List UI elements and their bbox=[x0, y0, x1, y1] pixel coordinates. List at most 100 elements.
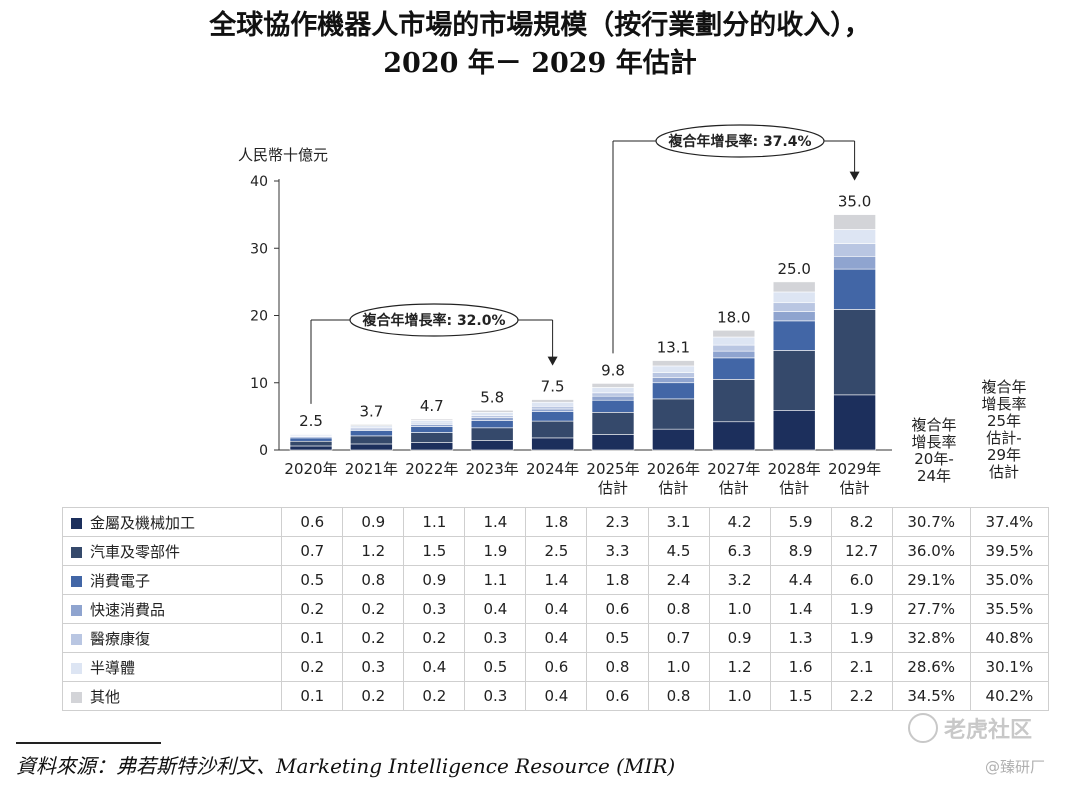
bar-segment bbox=[591, 434, 635, 451]
watermark-logo: 老虎社区 bbox=[908, 712, 1032, 744]
table-cell-value: 3.1 bbox=[647, 507, 710, 537]
cagr-column-header: 估計- bbox=[986, 429, 1021, 447]
x-tick-label: 2027年 bbox=[707, 460, 760, 478]
cagr-arrow-head bbox=[547, 356, 558, 366]
table-cell-value: 1.0 bbox=[708, 594, 771, 624]
bar-segment bbox=[470, 417, 514, 421]
table-cell-value: 2.5 bbox=[525, 536, 588, 566]
table-cell-value: 0.6 bbox=[281, 507, 344, 537]
bar-segment bbox=[410, 426, 454, 433]
chart-title: 全球協作機器人市場的市場規模（按行業劃分的收入）， bbox=[209, 10, 871, 41]
table-cell-value: 0.2 bbox=[403, 681, 466, 711]
table-row: 金屬及機械加工 0.6 0.9 1.1 1.4 1.8 2.3 3.1 4.2 5.9 8.2 30.… bbox=[61, 507, 1050, 537]
table-cell-value: 0.5 bbox=[464, 652, 527, 682]
bar-segment bbox=[531, 399, 574, 403]
legend-swatch bbox=[71, 691, 82, 703]
bar-segment bbox=[652, 365, 695, 373]
bar-segment bbox=[591, 383, 635, 388]
table-row: 消費電子 0.5 0.8 0.9 1.1 1.4 1.8 2.4 3.2 4.4 6.0 29.1% 3… bbox=[61, 565, 1050, 595]
table-cell-value: 1.1 bbox=[403, 507, 466, 537]
series-label: 汽車及零部件 bbox=[61, 536, 283, 566]
table-cell-value: 0.4 bbox=[403, 652, 466, 682]
table-row: 其他 0.1 0.2 0.2 0.3 0.4 0.6 0.8 1.0 1.5 2.2 34.5% 40.… bbox=[61, 681, 1050, 711]
table-cell-value: 1.4 bbox=[464, 507, 527, 537]
bar-segment bbox=[350, 443, 393, 451]
bar-total-label: 9.8 bbox=[601, 361, 625, 379]
table-cell-value: 0.3 bbox=[403, 594, 466, 624]
table-cell-cagr: 36.0% bbox=[891, 536, 971, 566]
x-tick-label: 估計 bbox=[598, 479, 628, 497]
y-tick-label: 30 bbox=[250, 241, 268, 257]
bar-segment bbox=[470, 427, 514, 441]
table-cell-cagr: 40.8% bbox=[969, 623, 1050, 653]
bar-segment bbox=[712, 421, 756, 451]
table-cell-value: 5.9 bbox=[769, 507, 832, 537]
y-tick-label: 20 bbox=[250, 309, 268, 325]
cagr-column-header: 複合年 bbox=[981, 378, 1026, 396]
table-cell-value: 2.2 bbox=[830, 681, 893, 711]
table-cell-value: 1.0 bbox=[647, 652, 710, 682]
bar-segment bbox=[772, 410, 816, 451]
table-cell-cagr: 30.7% bbox=[891, 507, 971, 537]
table-row: 半導體 0.2 0.3 0.4 0.5 0.6 0.8 1.0 1.2 1.6 2.1 28.6% 30… bbox=[61, 652, 1050, 682]
x-tick-label: 2025年 bbox=[586, 460, 639, 478]
bar-segment bbox=[350, 435, 393, 445]
bar-segment bbox=[531, 401, 574, 407]
table-cell-cagr: 30.1% bbox=[969, 652, 1050, 682]
table-cell-value: 0.4 bbox=[464, 594, 527, 624]
series-label: 醫療康復 bbox=[61, 623, 283, 653]
cagr-column-header: 29年 bbox=[987, 446, 1021, 464]
bar-total-label: 3.7 bbox=[359, 402, 383, 420]
x-tick-label: 2023年 bbox=[466, 460, 519, 478]
y-tick-label: 40 bbox=[250, 174, 268, 190]
series-name: 金屬及機械加工 bbox=[90, 513, 196, 532]
series-label: 快速消費品 bbox=[61, 594, 283, 624]
data-table: 金屬及機械加工 0.6 0.9 1.1 1.4 1.8 2.3 3.1 4.2 5.9 8.2 30.… bbox=[61, 507, 1050, 711]
series-name: 汽車及零部件 bbox=[90, 542, 181, 561]
table-cell-value: 1.2 bbox=[342, 536, 405, 566]
bar-segment bbox=[531, 420, 574, 439]
cagr-annotation-label: 複合年增長率: 32.0% bbox=[361, 312, 505, 329]
bar-segment bbox=[712, 344, 756, 352]
table-cell-value: 0.4 bbox=[525, 623, 588, 653]
bar-total-label: 7.5 bbox=[541, 378, 565, 396]
table-cell-cagr: 40.2% bbox=[969, 681, 1050, 711]
bar-segment bbox=[833, 256, 876, 270]
bar-segment bbox=[652, 372, 695, 378]
bar-segment bbox=[833, 214, 876, 230]
table-cell-cagr: 35.0% bbox=[969, 565, 1050, 595]
table-cell-cagr: 28.6% bbox=[891, 652, 971, 682]
bar-segment bbox=[410, 418, 454, 421]
bar-segment bbox=[772, 350, 816, 411]
bar-segment bbox=[591, 412, 635, 435]
bar-segment bbox=[652, 398, 695, 430]
table-cell-value: 6.0 bbox=[830, 565, 893, 595]
cagr-column-header: 20年- bbox=[914, 450, 954, 468]
table-cell-value: 0.1 bbox=[281, 681, 344, 711]
table-cell-value: 0.2 bbox=[342, 623, 405, 653]
table-cell-value: 1.4 bbox=[525, 565, 588, 595]
table-cell-value: 3.3 bbox=[586, 536, 649, 566]
table-cell-value: 0.8 bbox=[647, 594, 710, 624]
table-cell-value: 0.2 bbox=[281, 594, 344, 624]
table-cell-value: 4.4 bbox=[769, 565, 832, 595]
series-name: 其他 bbox=[90, 687, 121, 706]
table-row: 快速消費品 0.2 0.2 0.3 0.4 0.4 0.6 0.8 1.0 1.4 1.9 27.7%… bbox=[61, 594, 1050, 624]
series-name: 消費電子 bbox=[90, 571, 151, 590]
bar-total-label: 25.0 bbox=[777, 260, 810, 278]
x-tick-label: 2024年 bbox=[526, 460, 579, 478]
bar-segment bbox=[289, 440, 333, 447]
table-cell-value: 1.8 bbox=[586, 565, 649, 595]
table-cell-cagr: 35.5% bbox=[969, 594, 1050, 624]
bar-segment bbox=[289, 437, 333, 442]
watermark-text: 老虎社区 bbox=[944, 718, 1033, 743]
table-cell-value: 2.3 bbox=[586, 507, 649, 537]
table-cell-value: 1.8 bbox=[525, 507, 588, 537]
series-name: 半導體 bbox=[90, 658, 136, 677]
bar-segment bbox=[470, 440, 514, 451]
bar-segment bbox=[591, 399, 635, 413]
bar-segment bbox=[833, 394, 876, 451]
bar-segment bbox=[772, 302, 816, 312]
legend-swatch bbox=[71, 546, 82, 558]
table-cell-value: 1.1 bbox=[464, 565, 527, 595]
